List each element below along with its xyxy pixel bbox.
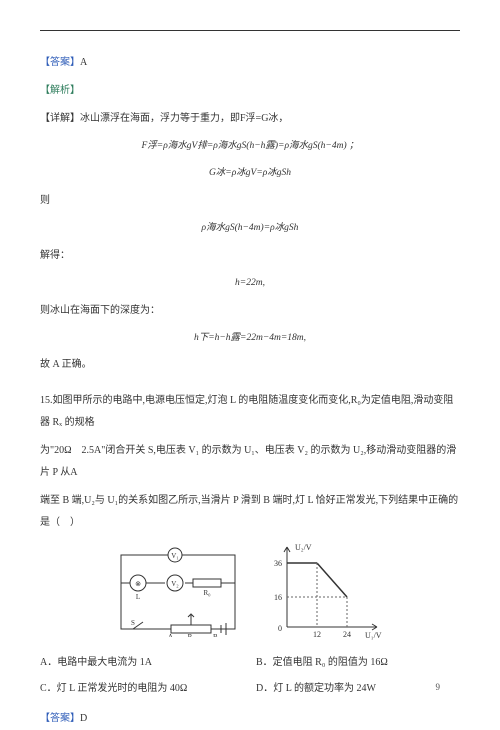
svg-text:L: L [136, 593, 140, 601]
q15-text3: 端至 B 端,U₂与 U₁的关系如图乙所示,当滑片 P 滑到 B 端时,灯 L … [40, 490, 460, 534]
svg-text:0: 0 [278, 624, 282, 633]
svg-text:V₂: V₂ [171, 580, 179, 588]
options: A．电路中最大电流为 1A B．定值电阻 R₀ 的阻值为 16Ω C．灯 L 正… [40, 652, 460, 700]
detail-label: 【详解】 [40, 113, 80, 124]
header-rule [40, 30, 460, 31]
svg-text:Rₓ: Rₓ [188, 633, 196, 637]
formula-1: F浮=ρ海水gV排=ρ海水gS(h−h露)=ρ海水gS(h−4m) ； [40, 136, 460, 157]
q15-num: 15. [40, 395, 53, 406]
depth-intro: 则冰山在海面下的深度为： [40, 300, 460, 322]
answer-14-value: A [80, 57, 87, 68]
detail-14: 【详解】冰山漂浮在海面，浮力等于重力，即F浮=G冰， [40, 108, 460, 130]
answer-15-value: D [80, 713, 87, 724]
then-1: 则 [40, 190, 460, 212]
svg-text:U₁/V: U₁/V [365, 631, 382, 640]
svg-text:12: 12 [313, 630, 321, 639]
svg-text:S: S [131, 619, 135, 627]
circuit-diagram: V₁ ⊗ L V₂ R₀ S [113, 547, 243, 637]
answer-15: 【答案】D [40, 708, 460, 730]
page-number: 9 [436, 682, 441, 692]
svg-text:36: 36 [274, 559, 282, 568]
formula-2: G冰=ρ冰gV=ρ冰gSh [40, 163, 460, 184]
question-15: 15.如图甲所示的电路中,电源电压恒定,灯泡 L 的电阻随温度变化而变化,R₀为… [40, 390, 460, 434]
option-c: C．灯 L 正常发光时的电阻为 40Ω [40, 678, 244, 700]
answer-label: 【答案】 [40, 57, 80, 68]
formula-5: h下=h−h露=22m−4m=18m, [40, 328, 460, 349]
svg-text:U₂/V: U₂/V [295, 543, 312, 552]
svg-text:V₁: V₁ [171, 552, 179, 560]
svg-text:B: B [213, 633, 218, 637]
solve-label: 解得： [40, 245, 460, 267]
svg-text:R₀: R₀ [203, 589, 211, 597]
option-b: B．定值电阻 R₀ 的阻值为 16Ω [256, 652, 460, 674]
analysis-label: 【解析】 [40, 80, 460, 102]
formula-4: h=22m, [40, 273, 460, 294]
svg-text:A: A [168, 633, 173, 637]
q15-text2: 为"20Ω 2.5A"闭合开关 S,电压表 V₁ 的示数为 U₁、电压表 V₂ … [40, 440, 460, 484]
formula-3: ρ海水gS(h−4m)=ρ冰gSh [40, 218, 460, 239]
answer-label-15: 【答案】 [40, 713, 80, 724]
answer-14: 【答案】A [40, 52, 460, 74]
svg-text:16: 16 [274, 593, 282, 602]
figure-row: V₁ ⊗ L V₂ R₀ S [40, 542, 460, 642]
conclusion-14: 故 A 正确。 [40, 354, 460, 376]
svg-text:24: 24 [343, 630, 351, 639]
svg-text:⊗: ⊗ [135, 580, 141, 588]
option-d: D．灯 L 的额定功率为 24W [256, 678, 460, 700]
q15-text1: 如图甲所示的电路中,电源电压恒定,灯泡 L 的电阻随温度变化而变化,R₀为定值电… [40, 395, 453, 428]
detail-14-intro: 冰山漂浮在海面，浮力等于重力，即F浮=G冰， [80, 113, 288, 124]
option-a: A．电路中最大电流为 1A [40, 652, 244, 674]
graph-u2-u1: U₂/V U₁/V 0 12 24 36 16 [267, 542, 387, 642]
page-content: 【答案】A 【解析】 【详解】冰山漂浮在海面，浮力等于重力，即F浮=G冰， F浮… [40, 52, 460, 730]
